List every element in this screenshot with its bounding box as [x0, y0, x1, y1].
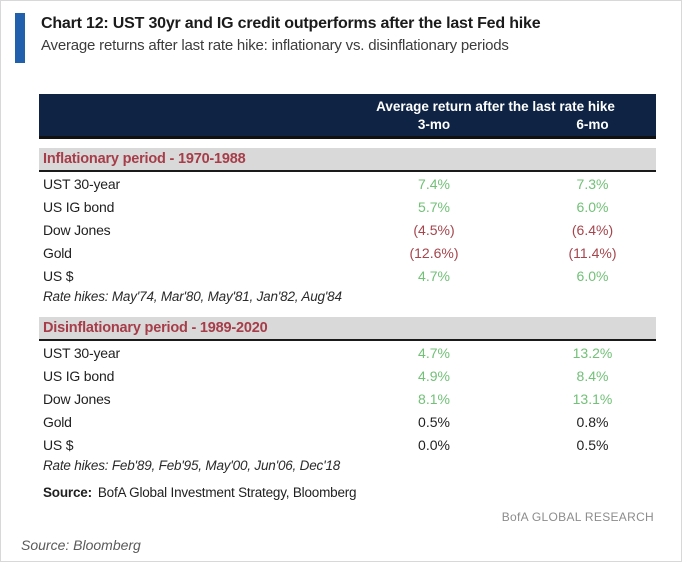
table-row: UST 30-year 7.4% 7.3% — [39, 172, 656, 195]
source-line: Source: BofA Global Investment Strategy, … — [39, 485, 656, 500]
table-row: Dow Jones (4.5%) (6.4%) — [39, 218, 656, 241]
column-header-3mo: 3-mo — [417, 117, 451, 132]
row-label: Gold — [43, 244, 72, 261]
title-accent-bar — [15, 13, 25, 63]
value-3mo: 4.7% — [418, 267, 450, 284]
chart-subtitle: Average returns after last rate hike: in… — [41, 36, 509, 54]
bofa-global-research-brand: BofA GLOBAL RESEARCH — [501, 510, 654, 524]
row-label: Gold — [43, 413, 72, 430]
value-3mo: 4.9% — [418, 367, 450, 384]
row-label: UST 30-year — [43, 344, 120, 361]
image-caption: Source: Bloomberg — [21, 537, 141, 553]
value-3mo: 4.7% — [418, 344, 450, 361]
value-3mo: 7.4% — [418, 175, 450, 192]
row-label: US IG bond — [43, 367, 115, 384]
row-label: Dow Jones — [43, 221, 111, 238]
chart-title: Chart 12: UST 30yr and IG credit outperf… — [41, 15, 541, 32]
row-label: Dow Jones — [43, 390, 111, 407]
value-3mo: (4.5%) — [413, 221, 455, 238]
value-6mo: 0.5% — [576, 436, 609, 453]
value-3mo: 8.1% — [418, 390, 450, 407]
table-row: UST 30-year 4.7% 13.2% — [39, 341, 656, 364]
table-header: Average return after the last rate hike … — [39, 94, 656, 139]
value-6mo: (11.4%) — [568, 244, 617, 261]
column-header-6mo: 6-mo — [576, 117, 609, 132]
header-span-label: Average return after the last rate hike — [376, 99, 615, 114]
value-3mo: 0.5% — [418, 413, 450, 430]
value-6mo: 7.3% — [576, 175, 609, 192]
section-header-inflationary: Inflationary period - 1970-1988 — [39, 148, 656, 172]
table-row: Gold (12.6%) (11.4%) — [39, 241, 656, 264]
value-3mo: 0.0% — [418, 436, 450, 453]
row-label: US IG bond — [43, 198, 115, 215]
value-6mo: 13.2% — [572, 344, 613, 361]
row-label: US $ — [43, 436, 74, 453]
value-3mo: 5.7% — [418, 198, 450, 215]
table-row: Dow Jones 8.1% 13.1% — [39, 387, 656, 410]
table-row: US $ 4.7% 6.0% — [39, 264, 656, 287]
value-6mo: 8.4% — [576, 367, 609, 384]
title-block: Chart 12: UST 30yr and IG credit outperf… — [15, 13, 541, 63]
rate-hikes-note: Rate hikes: May'74, Mar'80, May'81, Jan'… — [43, 289, 342, 304]
source-label: Source: — [43, 485, 92, 500]
table-row: US $ 0.0% 0.5% — [39, 433, 656, 456]
value-3mo: (12.6%) — [409, 244, 459, 261]
rate-hikes-note: Rate hikes: Feb'89, Feb'95, May'00, Jun'… — [43, 458, 341, 473]
value-6mo: 6.0% — [576, 267, 609, 284]
value-6mo: 13.1% — [572, 390, 613, 407]
table-row: Gold 0.5% 0.8% — [39, 410, 656, 433]
value-6mo: (6.4%) — [571, 221, 614, 238]
row-label: US $ — [43, 267, 74, 284]
value-6mo: 6.0% — [576, 198, 609, 215]
returns-table: Average return after the last rate hike … — [39, 94, 656, 524]
row-label: UST 30-year — [43, 175, 120, 192]
title-text-group: Chart 12: UST 30yr and IG credit outperf… — [41, 13, 541, 63]
section-header-disinflationary: Disinflationary period - 1989-2020 — [39, 317, 656, 341]
table-row: US IG bond 4.9% 8.4% — [39, 364, 656, 387]
source-text: BofA Global Investment Strategy, Bloombe… — [97, 485, 357, 500]
value-6mo: 0.8% — [576, 413, 609, 430]
table-row: US IG bond 5.7% 6.0% — [39, 195, 656, 218]
